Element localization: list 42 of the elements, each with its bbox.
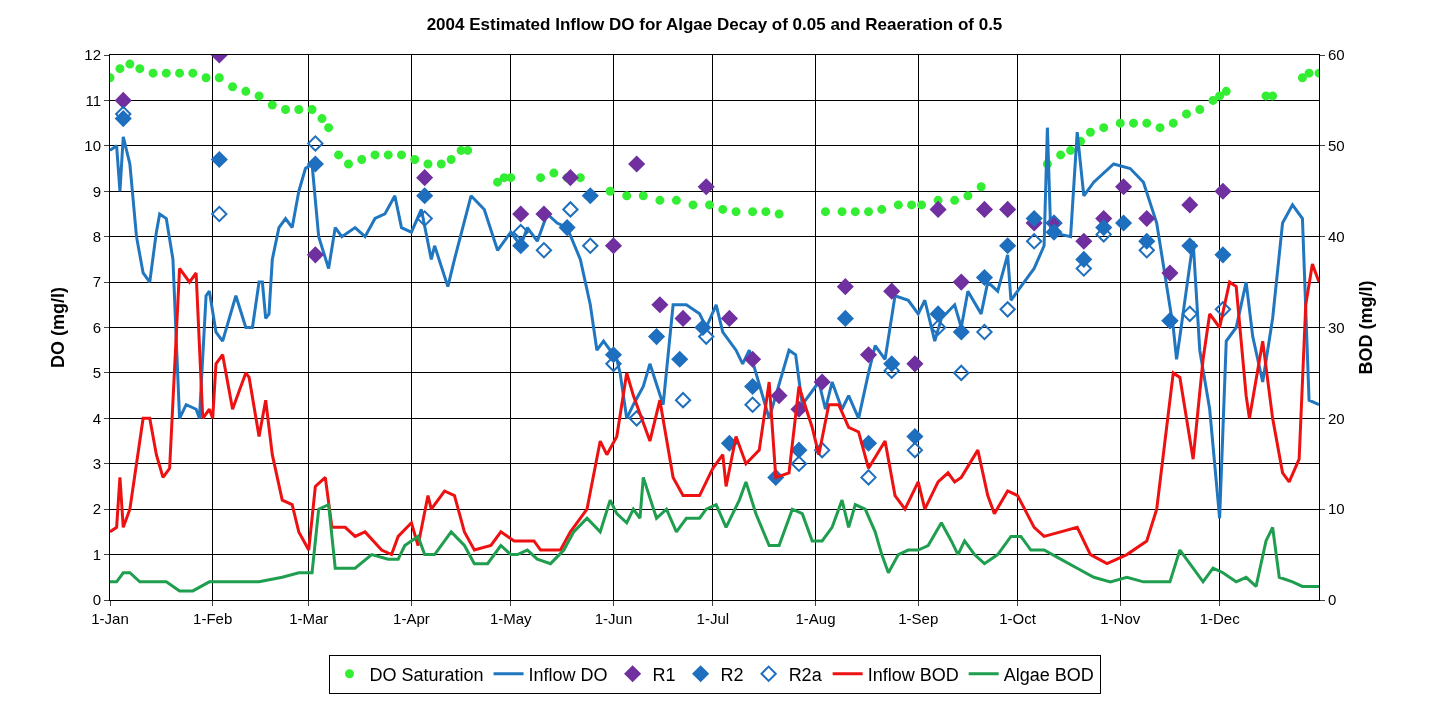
y-tick-label: 1 (92, 545, 101, 563)
y2-tick-label: 30 (1328, 318, 1345, 336)
x-tick-label: 1-Mar (289, 610, 329, 627)
legend-label: R2a (788, 664, 823, 685)
legend-label: DO Saturation (369, 664, 484, 685)
x-tick-label: 1-Nov (1100, 610, 1141, 627)
y2-tick-label: 0 (1328, 591, 1337, 609)
x-tick-label: 1-Jan (91, 610, 129, 627)
legend-label: R2 (720, 664, 744, 685)
y-tick-label: 0 (92, 591, 101, 609)
y-tick-label: 9 (92, 182, 101, 200)
y-tick-label: 2 (92, 500, 101, 518)
y-tick-label: 4 (92, 409, 101, 427)
x-tick-label: 1-Aug (795, 610, 836, 627)
y2-axis-title: BOD (mg/l) (1355, 280, 1376, 375)
x-tick-label: 1-May (489, 610, 533, 627)
y-tick-label: 12 (84, 46, 101, 64)
chart-title: 2004 Estimated Inflow DO for Algae Decay of 0.05 and Reaeration of 0.5 (426, 14, 1003, 34)
legend-label: R1 (652, 664, 676, 685)
x-tick-label: 1-Jul (696, 610, 730, 627)
x-tick-label: 1-Dec (1199, 610, 1241, 627)
y-tick-label: 5 (92, 364, 101, 382)
y-axis-title: DO (mg/l) (47, 287, 68, 368)
x-tick-label: 1-Sep (898, 610, 939, 627)
x-tick-label: 1-Jun (594, 610, 633, 627)
x-tick-label: 1-Oct (999, 610, 1037, 627)
y2-tick-label: 50 (1328, 137, 1345, 155)
legend-label: Inflow BOD (867, 664, 959, 685)
x-tick-label: 1-Apr (393, 610, 430, 627)
y-tick-label: 8 (92, 227, 101, 245)
y2-tick-label: 20 (1328, 409, 1345, 427)
y2-tick-label: 10 (1328, 500, 1345, 518)
legend-label: Algae BOD (1003, 664, 1094, 685)
y-tick-label: 6 (92, 318, 101, 336)
y2-tick-label: 60 (1328, 46, 1345, 64)
legend-label: Inflow DO (528, 664, 608, 685)
y2-tick-label: 40 (1328, 227, 1345, 245)
y-tick-label: 10 (84, 137, 101, 155)
y-tick-label: 11 (85, 91, 101, 109)
y-tick-label: 7 (92, 273, 101, 291)
x-tick-label: 1-Feb (193, 610, 233, 627)
y-tick-label: 3 (92, 455, 101, 472)
